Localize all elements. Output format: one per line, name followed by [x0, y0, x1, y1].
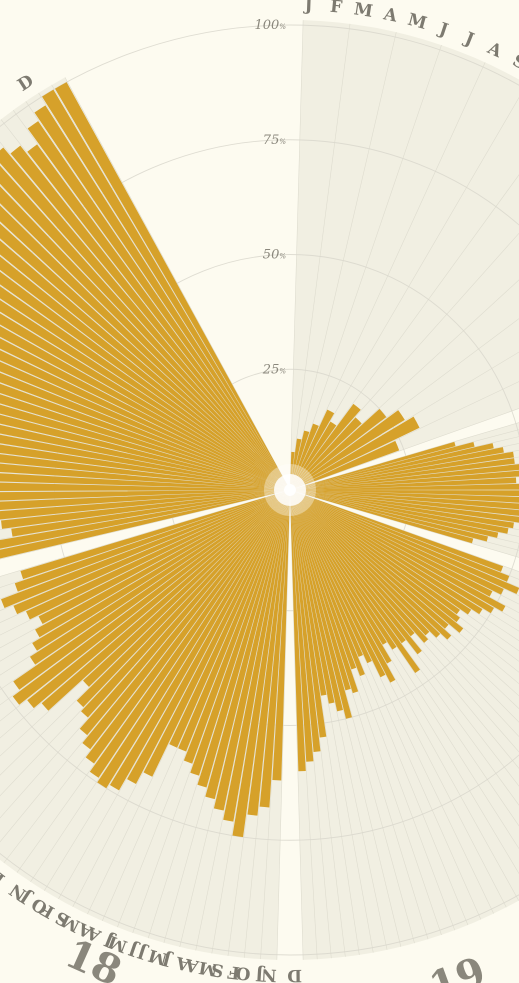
- month-label-top-7: J: [460, 28, 477, 50]
- tick-unit: %: [279, 138, 286, 146]
- tick-unit: %: [279, 253, 286, 261]
- tick-label-75: 75%: [263, 133, 287, 148]
- tick-unit: %: [279, 23, 286, 31]
- month-label-bottom-left-3: M: [197, 957, 219, 980]
- tick-label-50: 50%: [263, 248, 287, 263]
- tick-label-25: 25%: [262, 362, 287, 377]
- month-label-bottom-left-2: F: [227, 961, 241, 982]
- month-label-top-6: J: [435, 19, 451, 41]
- y-tick-labels: 25% 50% 75% 100%: [255, 18, 287, 377]
- center-glow: [264, 464, 316, 516]
- month-label-top-8: A: [483, 38, 505, 62]
- month-label-top-1: J: [302, 0, 313, 16]
- month-label-top-3: M: [353, 0, 375, 22]
- tick-label-100: 100%: [255, 18, 287, 33]
- month-label-bottom-left-12: D: [0, 864, 9, 889]
- month-label-upper-left: D: [14, 71, 37, 96]
- month-label-top-5: M: [405, 10, 429, 34]
- month-label-bottom-right-12: D: [287, 965, 302, 983]
- tick-unit: %: [279, 367, 286, 375]
- month-label-top-2: F: [329, 0, 343, 18]
- year-label-right: 19: [423, 948, 491, 983]
- month-label-top-9: S: [509, 51, 519, 74]
- month-label-bottom-left-5: M: [146, 944, 170, 968]
- month-label-top-4: A: [381, 4, 400, 27]
